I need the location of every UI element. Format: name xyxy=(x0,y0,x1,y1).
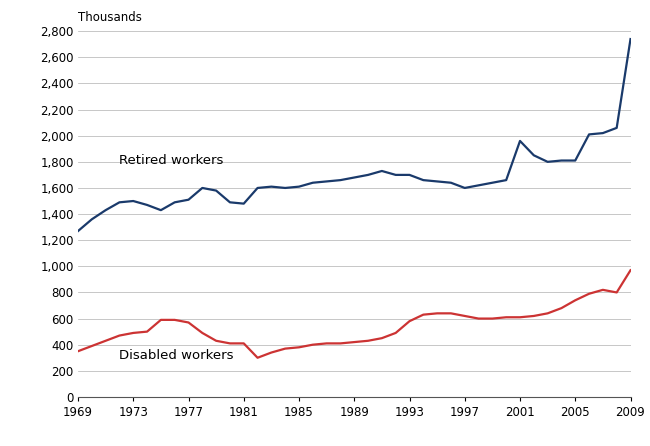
Text: Retired workers: Retired workers xyxy=(120,154,224,167)
Text: Disabled workers: Disabled workers xyxy=(120,349,234,362)
Text: Thousands: Thousands xyxy=(78,11,142,24)
